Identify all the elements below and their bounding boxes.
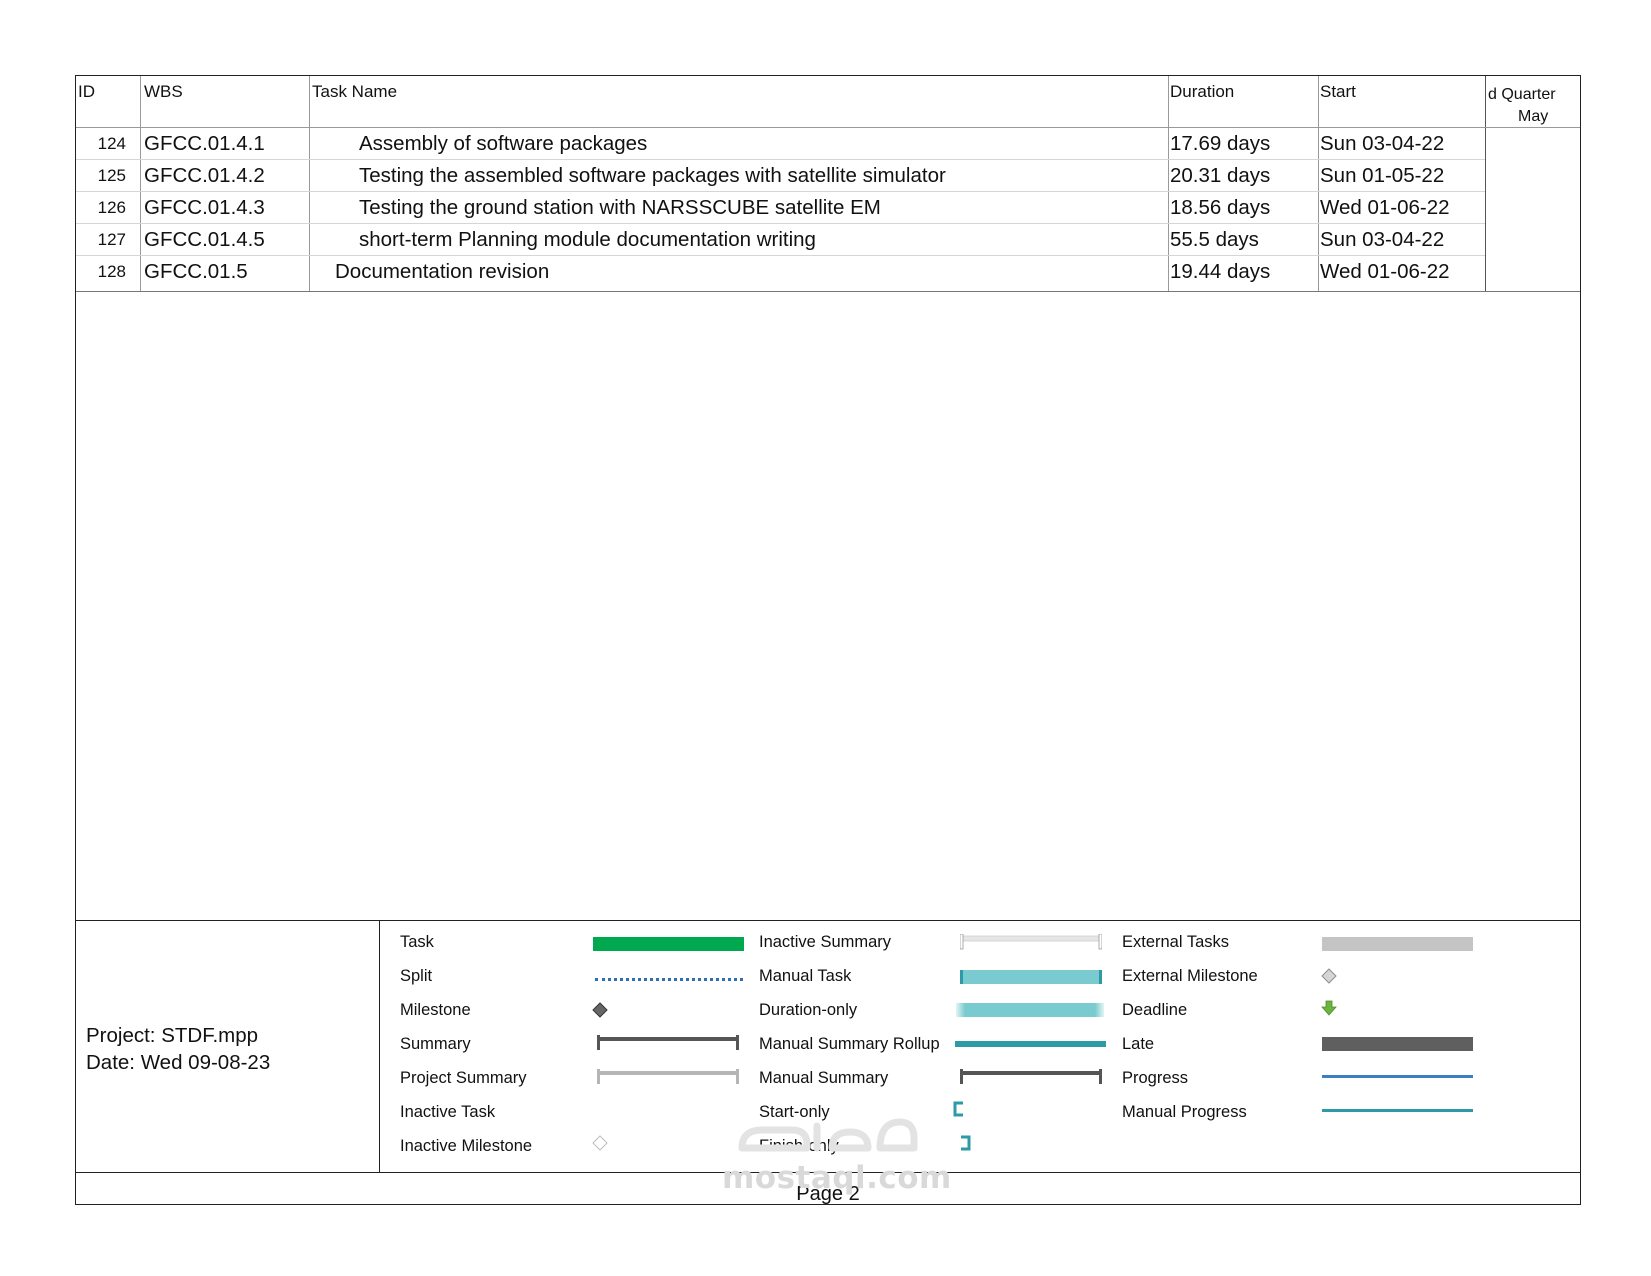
row-task-name: Documentation revision [335, 260, 550, 283]
header-wbs: WBS [144, 82, 183, 101]
row-duration: 18.56 days [1170, 196, 1271, 219]
legend-label-task: Task [400, 933, 434, 951]
legend-symbol-project-summary [597, 1069, 739, 1084]
legend-divider [76, 920, 1580, 921]
legend-label-progress: Progress [1122, 1069, 1189, 1087]
legend-symbol-manual-summary-rollup [955, 1041, 1106, 1047]
row-id: 125 [97, 166, 126, 185]
legend-label-manual-task: Manual Task [759, 967, 852, 985]
legend-symbol-manual-progress [1322, 1109, 1473, 1112]
legend-label-deadline: Deadline [1122, 1001, 1188, 1019]
legend-symbol-external-tasks [1322, 937, 1473, 951]
header-start: Start [1320, 82, 1356, 101]
legend-label-external-tasks: External Tasks [1122, 933, 1229, 951]
header-duration: Duration [1170, 82, 1235, 101]
table-row: 127 GFCC.01.4.5 short-term Planning modu… [76, 224, 1485, 256]
legend-label-start-only: Start-only [759, 1103, 830, 1121]
legend-symbol-split [595, 978, 743, 981]
legend-symbol-late [1322, 1037, 1473, 1051]
page-frame: ID WBS Task Name Duration Start d Quarte… [75, 75, 1581, 1205]
legend-label-external-milestone: External Milestone [1122, 967, 1258, 985]
timeline-header-month: May [1518, 108, 1549, 125]
legend-symbol-duration-only [956, 1003, 1104, 1017]
row-start: Sun 03-04-22 [1320, 132, 1445, 155]
row-separator [76, 223, 1485, 224]
project-info: Project: STDF.mpp Date: Wed 09-08-23 [86, 1022, 270, 1076]
row-task-name: Assembly of software packages [359, 132, 648, 155]
row-task-name: short-term Planning module documentation… [359, 228, 816, 251]
project-date: Date: Wed 09-08-23 [86, 1051, 271, 1074]
row-start: Sun 01-05-22 [1320, 164, 1445, 187]
col-divider-name [1168, 76, 1169, 291]
legend-vertical-divider [379, 920, 380, 1172]
timeline-header-quarter: d Quarter [1488, 86, 1556, 103]
legend-label-duration-only: Duration-only [759, 1001, 858, 1019]
row-separator [76, 255, 1485, 256]
external-milestone-diamond-icon [1321, 968, 1337, 984]
table-row: 126 GFCC.01.4.3 Testing the ground stati… [76, 192, 1485, 224]
legend-label-manual-progress: Manual Progress [1122, 1103, 1247, 1121]
col-divider-id [140, 76, 141, 291]
legend-label-milestone: Milestone [400, 1001, 471, 1019]
row-start: Sun 03-04-22 [1320, 228, 1445, 251]
project-name: Project: STDF.mpp [86, 1024, 259, 1047]
header-task-name: Task Name [312, 82, 398, 101]
table-row: 128 GFCC.01.5 Documentation revision 19.… [76, 256, 1485, 288]
row-wbs: GFCC.01.4.5 [144, 228, 265, 251]
row-duration: 20.31 days [1170, 164, 1271, 187]
row-id: 124 [97, 134, 126, 153]
table-row: 125 GFCC.01.4.2 Testing the assembled so… [76, 160, 1485, 192]
page-number: Page 2 [796, 1183, 860, 1205]
row-separator [76, 191, 1485, 192]
header-id: ID [78, 82, 95, 101]
row-start: Wed 01-06-22 [1320, 260, 1450, 283]
legend-symbol-inactive-summary [960, 934, 1102, 950]
row-id: 127 [97, 230, 126, 249]
watermark-logo-icon [738, 1118, 918, 1152]
row-wbs: GFCC.01.4.2 [144, 164, 265, 187]
finish-only-bracket-icon [961, 1135, 971, 1151]
legend-label-split: Split [400, 967, 433, 985]
table-row: 124 GFCC.01.4.1 Assembly of software pac… [76, 128, 1485, 160]
milestone-diamond-icon [592, 1002, 608, 1018]
row-id: 128 [97, 262, 126, 281]
legend-label-inactive-summary: Inactive Summary [759, 933, 892, 951]
row-start: Wed 01-06-22 [1320, 196, 1450, 219]
row-task-name: Testing the assembled software packages … [359, 164, 946, 187]
legend-symbol-manual-summary [960, 1069, 1102, 1084]
row-id: 126 [97, 198, 126, 217]
footer-divider [76, 1172, 1580, 1173]
col-divider-start [1485, 76, 1486, 291]
legend-label-inactive-milestone: Inactive Milestone [400, 1137, 533, 1155]
legend-label-inactive-task: Inactive Task [400, 1103, 496, 1121]
watermark-text: mostaql.com [722, 1160, 952, 1196]
legend-symbol-progress [1322, 1075, 1473, 1078]
row-wbs: GFCC.01.4.1 [144, 132, 265, 155]
row-duration: 19.44 days [1170, 260, 1271, 283]
legend-label-summary: Summary [400, 1035, 471, 1053]
deadline-arrow-icon [1321, 1000, 1337, 1016]
row-wbs: GFCC.01.5 [144, 260, 248, 283]
legend-label-project-summary: Project Summary [400, 1069, 527, 1087]
legend-symbol-manual-task [960, 970, 1102, 984]
inactive-milestone-diamond-icon [592, 1135, 608, 1151]
col-divider-duration [1318, 76, 1319, 291]
legend-label-late: Late [1122, 1035, 1155, 1053]
legend-label-manual-summary-rollup: Manual Summary Rollup [759, 1035, 940, 1053]
row-task-name: Testing the ground station with NARSSCUB… [359, 196, 881, 219]
header-divider [76, 127, 1580, 128]
legend-label-manual-summary: Manual Summary [759, 1069, 889, 1087]
legend-symbol-summary [597, 1035, 739, 1050]
row-duration: 17.69 days [1170, 132, 1271, 155]
row-separator [76, 159, 1485, 160]
legend-symbol-task [593, 937, 744, 951]
table-bottom-divider [76, 291, 1580, 292]
col-divider-wbs [309, 76, 310, 291]
row-duration: 55.5 days [1170, 228, 1259, 251]
row-wbs: GFCC.01.4.3 [144, 196, 265, 219]
start-only-bracket-icon [953, 1101, 963, 1117]
